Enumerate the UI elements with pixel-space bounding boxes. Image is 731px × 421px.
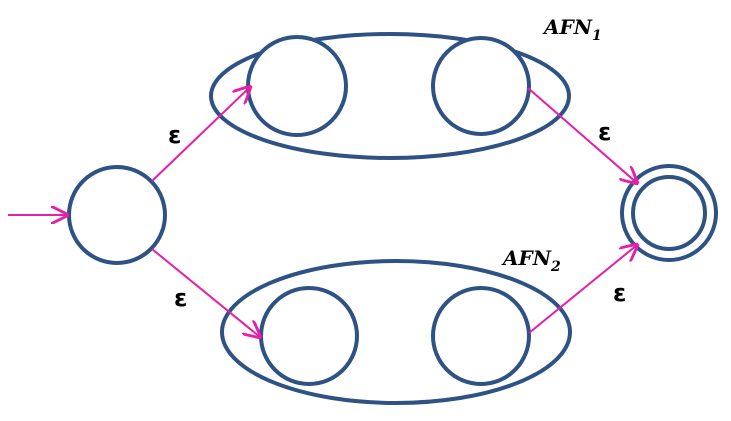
afn1-label-main: AFN [542,15,593,39]
epsilon-label-lower-left: ε [174,284,187,312]
afn2-final-state[interactable] [431,286,531,386]
afn1-group: AFN1 [209,15,602,160]
epsilon-label-upper-right: ε [598,118,611,146]
afn1-label: AFN1 [542,15,602,44]
accepting-state-inner [631,175,707,251]
epsilon-edge-afn2-to-final [528,245,637,334]
afn1-start-state[interactable] [246,35,348,137]
afn2-start-state[interactable] [259,286,359,386]
epsilon-label-upper-left: ε [168,121,181,149]
afn1-final-state[interactable] [431,36,531,136]
epsilon-edge-afn1-to-final [527,87,637,183]
epsilon-label-lower-right: ε [613,279,626,307]
epsilon-edge-to-afn1 [151,87,250,182]
afn2-group: AFN2 [220,246,572,405]
afn1-label-subscript: 1 [592,28,602,44]
afn2-label-main: AFN [501,246,552,270]
afn2-label-subscript: 2 [550,259,561,275]
accepting-state[interactable] [620,164,718,262]
epsilon-edge-to-afn2 [151,248,260,337]
afn2-label: AFN2 [501,246,561,275]
initial-state[interactable] [67,165,167,265]
